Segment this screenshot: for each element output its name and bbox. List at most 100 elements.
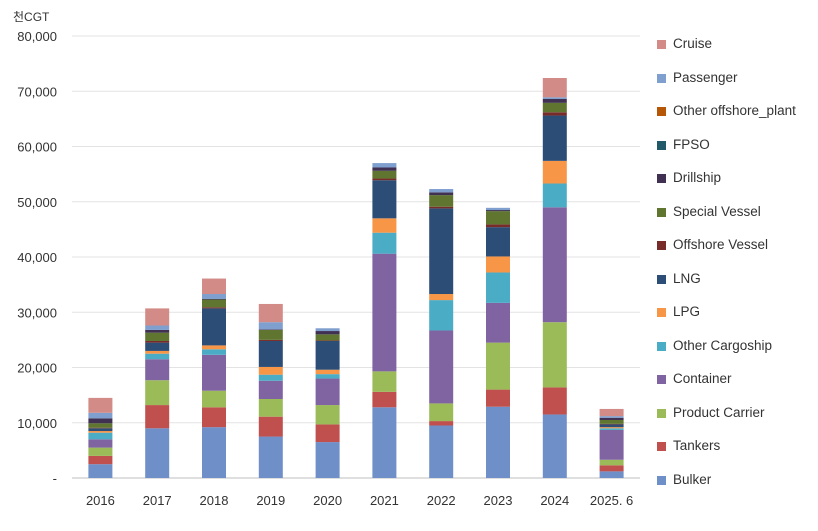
legend-label: LPG bbox=[673, 304, 701, 319]
legend-label: Special Vessel bbox=[673, 203, 761, 219]
bar-segment-drillship bbox=[542, 98, 567, 103]
bar-segment-offshore-vessel bbox=[429, 206, 454, 209]
bar-segment-special-vessel bbox=[202, 299, 226, 308]
bar-segment-cruise bbox=[599, 408, 624, 417]
bar-segment-other-cargoship bbox=[145, 353, 170, 360]
bar-segment-container bbox=[542, 207, 567, 323]
bar-segment-special-vessel bbox=[599, 419, 624, 424]
legend-item: Cruise bbox=[657, 36, 817, 70]
legend-label: Drillship bbox=[673, 170, 722, 185]
bar-segment-bulker bbox=[542, 414, 567, 478]
bar-segment-passenger bbox=[429, 189, 454, 193]
bar-segment-bulker bbox=[372, 407, 397, 478]
bar-segment-product-carrier bbox=[258, 398, 283, 417]
bar-segment-lpg bbox=[88, 431, 113, 433]
bar-segment-lpg bbox=[486, 256, 510, 273]
bar-segment-other-cargoship bbox=[542, 183, 567, 208]
bar-segment-bulker bbox=[145, 428, 170, 478]
legend-swatch bbox=[657, 442, 666, 451]
bar-segment-bulker bbox=[202, 427, 226, 478]
legend-item: Bulker bbox=[657, 472, 817, 506]
bar-segment-passenger bbox=[202, 294, 226, 299]
x-tick-label: 2019 bbox=[256, 493, 285, 508]
bar-segment-special-vessel bbox=[429, 195, 454, 207]
bar-segment-lng bbox=[145, 342, 170, 351]
bar-segment-product-carrier bbox=[315, 405, 340, 425]
bar-segment-special-vessel bbox=[88, 423, 113, 428]
bar-segment-lng bbox=[429, 208, 454, 295]
bar-segment-bulker bbox=[599, 471, 624, 478]
bar-segment-other-cargoship bbox=[258, 374, 283, 381]
bar-segment-special-vessel bbox=[145, 332, 170, 341]
bar-segment-special-vessel bbox=[486, 211, 510, 225]
bar-segment-lng bbox=[202, 308, 226, 346]
bar-segment-container bbox=[486, 302, 510, 343]
bar-segment-drillship bbox=[315, 331, 340, 335]
bar-segment-cruise bbox=[542, 77, 567, 98]
legend-swatch bbox=[657, 40, 666, 49]
bar-segment-lng bbox=[542, 115, 567, 161]
y-tick-label: 10,000 bbox=[17, 416, 57, 431]
bar-segment-tankers bbox=[202, 407, 226, 428]
legend-swatch bbox=[657, 341, 666, 351]
bar-segment-special-vessel bbox=[542, 102, 567, 113]
legend-swatch bbox=[657, 107, 666, 116]
bar-segment-tankers bbox=[258, 416, 283, 437]
legend-item: Container bbox=[657, 371, 817, 405]
bar-segment-container bbox=[372, 253, 397, 372]
bar-segment-lng bbox=[88, 428, 113, 432]
legend-item: Drillship bbox=[657, 170, 817, 204]
bar-segment-passenger bbox=[315, 328, 340, 332]
bar-segment-product-carrier bbox=[202, 390, 226, 408]
bar-segment-offshore-vessel bbox=[599, 423, 624, 425]
x-tick-label: 2023 bbox=[484, 493, 513, 508]
bar-segment-other-cargoship bbox=[486, 272, 510, 303]
bar-segment-container bbox=[429, 330, 454, 404]
bar-segment-lng bbox=[258, 340, 283, 367]
x-tick-label: 2020 bbox=[313, 493, 342, 508]
legend-label: Product Carrier bbox=[673, 404, 765, 420]
bar-segment-tankers bbox=[429, 421, 454, 426]
bar-segment-other-cargoship bbox=[315, 374, 340, 379]
bar-segment-drillship bbox=[486, 210, 510, 212]
legend-label: LNG bbox=[673, 270, 701, 286]
bar-segment-offshore-vessel bbox=[372, 178, 397, 181]
legend-label: Other Cargoship bbox=[673, 337, 773, 353]
bar-segment-passenger bbox=[372, 163, 397, 168]
bar-segment-special-vessel bbox=[372, 170, 397, 179]
bar-segment-lpg bbox=[599, 427, 624, 429]
bar-segment-special-vessel bbox=[315, 334, 340, 341]
bar-segment-container bbox=[145, 359, 170, 381]
x-tick-label: 2022 bbox=[427, 493, 456, 508]
legend-swatch bbox=[657, 73, 666, 83]
bar-segment-bulker bbox=[429, 425, 454, 478]
y-tick-label: 40,000 bbox=[17, 250, 57, 265]
legend-label: Passenger bbox=[673, 69, 738, 85]
legend-item: Other Cargoship bbox=[657, 338, 817, 372]
bar-segment-bulker bbox=[315, 442, 340, 478]
x-tick-label: 2025. 6 bbox=[590, 493, 633, 508]
x-tick-label: 2017 bbox=[143, 493, 172, 508]
bar-segment-lpg bbox=[315, 369, 340, 375]
bar-segment-other-cargoship bbox=[202, 349, 226, 355]
legend-label: Cruise bbox=[673, 36, 713, 51]
bar-segment-tankers bbox=[486, 389, 510, 407]
legend-item: Tankers bbox=[657, 438, 817, 472]
legend-label: Offshore Vessel bbox=[673, 237, 769, 252]
y-tick-label: 70,000 bbox=[17, 84, 57, 99]
legend-swatch bbox=[657, 308, 666, 317]
bar-segment-other-cargoship bbox=[599, 428, 624, 430]
bar-segment-product-carrier bbox=[88, 447, 113, 456]
bar-segment-drillship bbox=[145, 329, 170, 333]
bar-segment-lpg bbox=[372, 218, 397, 233]
x-tick-label: 2016 bbox=[86, 493, 115, 508]
bar-segment-cruise bbox=[202, 278, 226, 295]
bar-segment-offshore-vessel bbox=[542, 112, 567, 116]
x-axis-ticks: 2016 2017 2018 2019 2020 2021 2022 2023 2024 2025… bbox=[86, 493, 633, 508]
x-tick-label: 2021 bbox=[370, 493, 399, 508]
bar-segment-tankers bbox=[145, 405, 170, 429]
bar-segment-offshore-vessel bbox=[315, 340, 340, 341]
legend-item: LPG bbox=[657, 304, 817, 338]
bar-segment-bulker bbox=[486, 406, 510, 478]
